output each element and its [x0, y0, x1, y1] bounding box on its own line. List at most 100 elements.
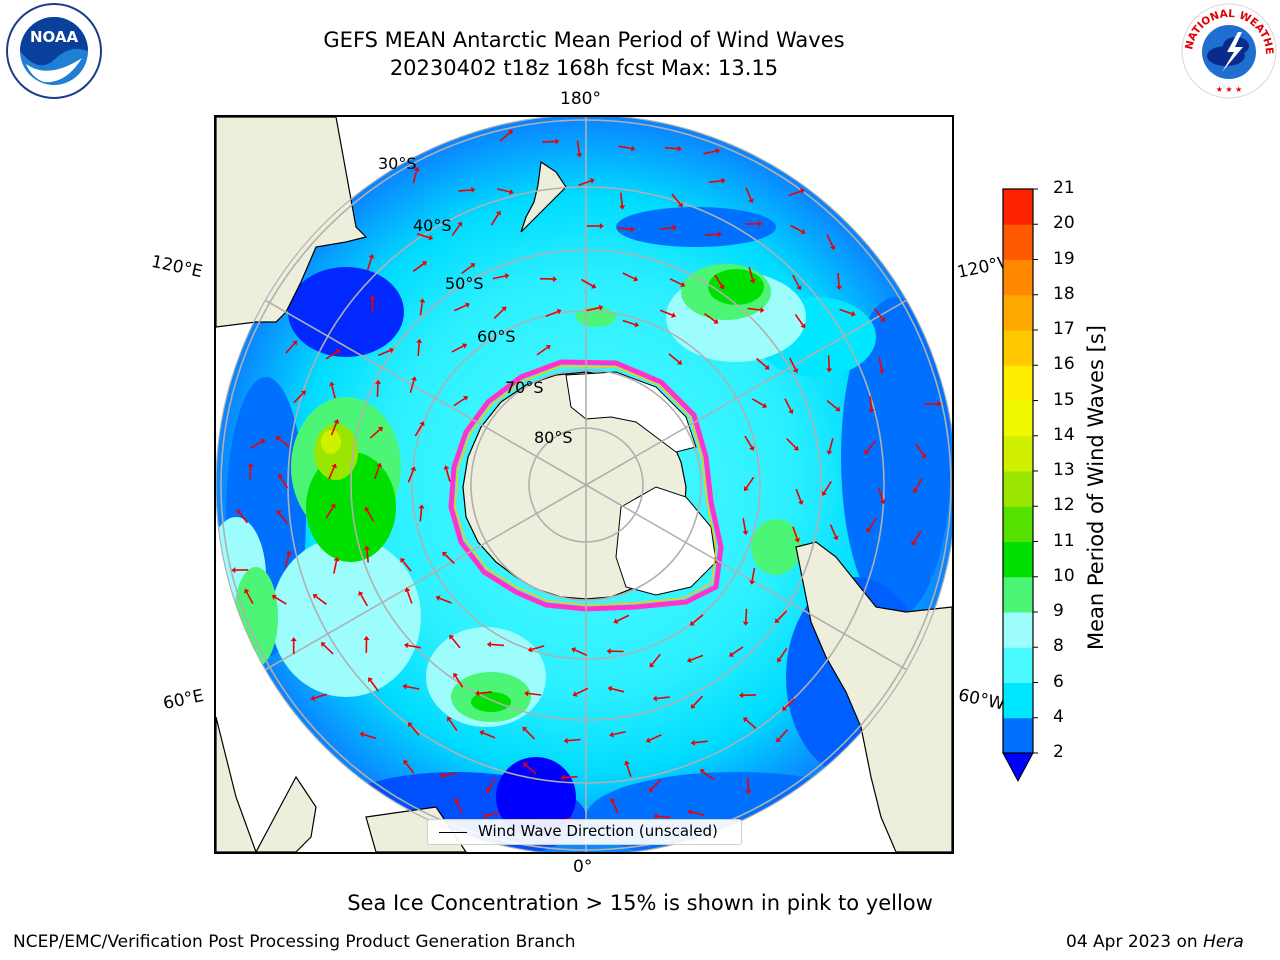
wind-wave-arrow-shaft	[325, 351, 338, 360]
wind-wave-arrow-head	[798, 500, 804, 505]
footer-date-text: 04 Apr 2023 on	[1066, 932, 1204, 952]
wind-wave-arrow-head	[748, 198, 754, 204]
wind-wave-arrow-shaft	[702, 770, 714, 781]
colorbar-swatch	[1003, 682, 1033, 719]
wind-wave-arrow-shaft	[249, 466, 252, 480]
wind-wave-arrow-shaft	[751, 398, 764, 407]
colorbar-tick-label: 15	[1053, 389, 1075, 410]
wind-wave-arrow-head	[329, 381, 335, 387]
wind-wave-arrow-head	[749, 445, 755, 451]
wind-wave-arrow-head	[800, 228, 806, 235]
wind-wave-arrow-head	[410, 466, 416, 472]
wind-wave-arrow-head	[300, 390, 306, 396]
wind-wave-arrow-head	[368, 677, 373, 683]
wind-wave-arrow-shaft	[877, 487, 884, 501]
wind-wave-arrow-head	[485, 788, 491, 794]
wind-wave-arrow-shaft	[453, 397, 466, 407]
wind-wave-arrow-shaft	[545, 310, 559, 318]
colorbar-swatch	[1003, 576, 1033, 613]
wind-wave-arrow-head	[331, 463, 337, 469]
wind-wave-arrow-head	[833, 535, 839, 541]
wind-wave-arrow-shaft	[486, 811, 500, 817]
wind-wave-arrow-head	[479, 730, 485, 736]
wind-wave-arrow-shaft	[528, 692, 542, 696]
colorbar-swatch	[1003, 717, 1033, 754]
wind-wave-arrow-head	[486, 641, 492, 648]
antarctic-wave-map: 30°S 40°S 50°S 60°S 70°S 80°S	[215, 114, 957, 856]
colorbar-swatch	[1003, 294, 1033, 331]
wind-wave-arrow-head	[443, 465, 450, 470]
wind-wave-arrow-shaft	[363, 733, 377, 740]
wind-wave-arrow-head	[402, 683, 407, 690]
wind-wave-arrow-shaft	[823, 480, 832, 493]
wind-wave-arrow-head	[363, 635, 370, 640]
colorbar-swatch	[1003, 259, 1033, 296]
wind-wave-arrow-shaft	[620, 192, 623, 206]
wind-wave-arrow-head	[715, 148, 720, 154]
wind-wave-arrow-shaft	[692, 695, 703, 707]
wind-wave-arrow-head	[794, 537, 800, 543]
wind-wave-arrow-head	[419, 421, 425, 427]
wind-wave-arrow-shaft	[412, 170, 418, 184]
wind-wave-arrow-shaft	[915, 443, 925, 456]
wind-wave-arrow-shaft	[751, 567, 756, 581]
wind-wave-arrow-shaft	[330, 422, 338, 436]
wind-wave-arrow-head	[850, 310, 856, 317]
wind-wave-arrow-head	[522, 726, 528, 732]
map-panel: 30°S 40°S 50°S 60°S 70°S 80°S Wind Wave …	[214, 114, 957, 856]
wind-wave-arrow-shaft	[274, 596, 287, 605]
wind-wave-arrow-head	[462, 343, 468, 349]
wind-wave-arrow-shaft	[419, 302, 424, 316]
wind-wave-arrow-shaft	[366, 257, 373, 271]
wind-wave-arrow-head	[475, 690, 480, 697]
colorbar-tick-label: 10	[1053, 565, 1075, 586]
wind-wave-arrow-shaft	[409, 379, 415, 393]
wind-wave-arrow-head	[878, 369, 885, 375]
wind-wave-arrow-head	[411, 376, 417, 381]
wind-wave-arrow-head	[880, 316, 885, 322]
wind-wave-arrow-head	[758, 220, 763, 227]
wind-wave-arrow-head	[609, 731, 614, 738]
wind-wave-arrow-shaft	[360, 594, 368, 607]
wind-wave-arrow-head	[482, 812, 488, 819]
land-new-zealand	[520, 160, 567, 233]
wind-wave-arrow-shaft	[366, 509, 375, 522]
footer-credit: NCEP/EMC/Verification Post Processing Pr…	[13, 932, 576, 952]
colorbar-tick-label: 2	[1053, 742, 1064, 762]
wind-wave-arrow-shaft	[369, 680, 379, 692]
wind-wave-arrow-head	[404, 587, 411, 593]
wind-wave-arrow-shaft	[245, 591, 254, 604]
wind-wave-arrow-head	[572, 691, 578, 697]
wind-wave-arrow-shaft	[407, 470, 414, 483]
wind-wave-arrow-shaft	[790, 224, 803, 233]
wind-wave-arrow-shaft	[490, 213, 499, 226]
wind-wave-arrow-shaft	[656, 696, 670, 700]
wind-wave-arrow-shaft	[795, 488, 802, 502]
wind-wave-arrow-head	[504, 273, 510, 279]
wind-wave-arrow-shaft	[617, 227, 631, 231]
wind-wave-arrow-head	[413, 166, 420, 172]
colorbar-swatch	[1003, 647, 1033, 683]
lon-label-bottom: 0°	[573, 857, 593, 877]
wind-wave-arrow-head	[879, 499, 886, 505]
wind-wave-arrow-head	[545, 345, 551, 350]
lat-label-30s: 30°S	[378, 154, 417, 173]
colorbar-tick-label: 8	[1053, 636, 1064, 657]
wind-wave-arrow-head	[552, 276, 557, 283]
wind-wave-arrow-shaft	[419, 508, 423, 522]
wind-wave-arrow-shaft	[482, 732, 496, 739]
wind-wave-arrow-head	[407, 722, 413, 728]
colorbar-swatch	[1003, 506, 1033, 542]
wind-wave-arrow-shaft	[536, 346, 548, 356]
wind-wave-arrow-shaft	[612, 730, 626, 736]
wind-wave-arrow-head	[419, 298, 426, 303]
wind-wave-arrow-shaft	[314, 693, 328, 699]
colorbar-tick-label: 4	[1053, 706, 1064, 727]
wind-wave-arrow-head	[699, 769, 705, 774]
wind-wave-arrow-head	[369, 295, 376, 300]
wind-wave-arrow-head	[800, 323, 806, 329]
wind-wave-arrow-head	[649, 662, 655, 668]
wind-wave-arrow-shaft	[402, 560, 412, 572]
wind-wave-arrow-head	[333, 419, 340, 424]
wind-wave-arrow-shaft	[747, 307, 761, 311]
